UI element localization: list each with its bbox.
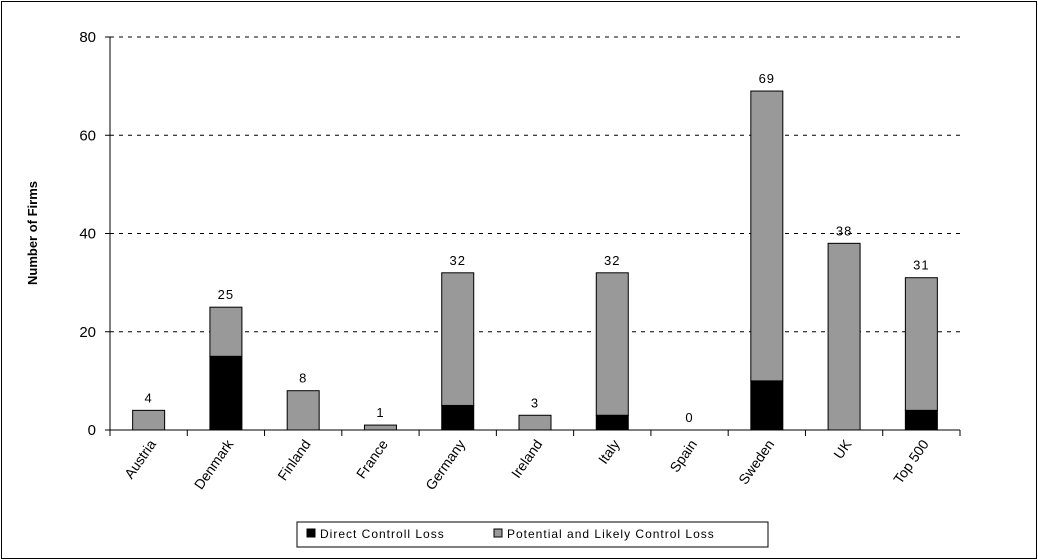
y-tick-label: 40 — [79, 226, 96, 243]
bar-segment — [442, 405, 474, 430]
bar-segment — [905, 410, 937, 430]
data-label: 69 — [759, 71, 775, 86]
legend-swatch — [307, 529, 315, 537]
bar-segment — [442, 273, 474, 406]
data-label: 8 — [299, 371, 307, 386]
x-tick-label: Austria — [121, 436, 159, 481]
data-label: 32 — [449, 253, 465, 268]
bar-segment — [519, 415, 551, 430]
x-tick-label: Finland — [274, 437, 313, 484]
x-tick-label: Ireland — [508, 437, 546, 481]
data-label: 0 — [685, 410, 693, 425]
x-tick-label: France — [353, 436, 391, 481]
bar-segment — [210, 356, 242, 430]
bar-segment — [133, 410, 165, 430]
x-tick-label: Denmark — [191, 436, 237, 493]
y-tick-label: 80 — [79, 29, 96, 46]
bar-segment — [751, 381, 783, 430]
legend-swatch — [494, 529, 502, 537]
data-label: 1 — [376, 405, 384, 420]
bar-segment — [905, 278, 937, 411]
data-labels: 4 25 8 1 32 3 32 0 69 38 31 — [145, 71, 930, 425]
legend: Direct Controll Loss Potential and Likely… — [297, 522, 768, 547]
bars — [133, 91, 938, 430]
bar-segment — [596, 273, 628, 415]
x-tick-label: Top 500 — [890, 436, 932, 486]
y-ticks: 0 20 40 60 80 — [79, 29, 110, 439]
y-axis-title: Number of Firms — [25, 181, 40, 285]
bar-segment — [210, 307, 242, 356]
x-tick-label: Spain — [666, 437, 700, 476]
data-label: 25 — [218, 287, 234, 302]
data-label: 3 — [531, 395, 539, 410]
legend-label: Direct Controll Loss — [320, 527, 445, 541]
data-label: 38 — [836, 223, 852, 238]
bar-segment — [596, 415, 628, 430]
y-tick-label: 60 — [79, 127, 96, 144]
legend-label: Potential and Likely Control Loss — [507, 527, 715, 541]
bar-segment — [364, 425, 396, 430]
data-label: 32 — [604, 253, 620, 268]
bar-segment — [828, 243, 860, 430]
x-tick-label: Germany — [422, 437, 468, 493]
x-tick-label: UK — [830, 436, 855, 462]
y-tick-label: 0 — [88, 422, 96, 439]
bar-segment — [751, 91, 783, 381]
x-tick-label: Italy — [595, 437, 623, 467]
x-ticks: Austria Denmark Finland France Germany Irelan… — [110, 430, 960, 493]
data-label: 4 — [145, 390, 153, 405]
bar-segment — [287, 391, 319, 430]
y-tick-label: 20 — [79, 324, 96, 341]
data-label: 31 — [913, 258, 929, 273]
x-tick-label: Sweden — [735, 437, 777, 488]
